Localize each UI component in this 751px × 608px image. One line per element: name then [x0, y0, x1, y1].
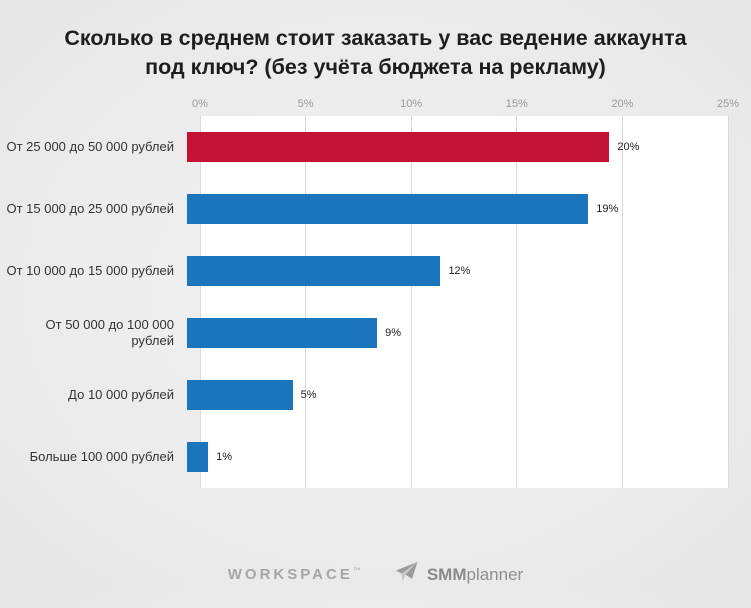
category-label: От 50 000 до 100 000 рублей [45, 317, 174, 349]
gridline [410, 116, 412, 489]
x-tick-label: 20% [611, 98, 634, 111]
gridline [305, 116, 307, 489]
bar-track: 1% [187, 442, 715, 473]
category-label: От 15 000 до 25 000 рублей [6, 201, 174, 217]
gridline [727, 116, 729, 489]
bar-track: 12% [187, 256, 715, 287]
bar-track: 5% [187, 380, 715, 411]
bar-track: 20% [187, 132, 715, 163]
gridline [516, 116, 518, 489]
chart-title: Сколько в среднем стоит заказать у вас в… [64, 26, 687, 80]
category-label: До 10 000 рублей [68, 387, 174, 403]
category-label: Больше 100 000 рублей [29, 449, 174, 465]
category-label: От 25 000 до 50 000 рублей [6, 139, 174, 155]
paper-plane-icon [395, 561, 419, 588]
chart-row: От 15 000 до 25 000 рублей 19% [0, 178, 751, 240]
chart-row: От 10 000 до 15 000 рублей 12% [0, 240, 751, 302]
bar-track: 9% [187, 318, 715, 349]
footer: WORKSPACE™ SMMplanner [0, 561, 751, 588]
bar [187, 318, 378, 349]
chart-rows: От 25 000 до 50 000 рублей 20% От 15 000 д… [0, 116, 751, 488]
smm-bold: SMM [426, 564, 467, 584]
workspace-logo: WORKSPACE™ [228, 566, 361, 583]
bar [187, 194, 589, 225]
value-label: 19% [596, 203, 619, 216]
plot-area [199, 116, 729, 489]
bar [187, 442, 209, 473]
value-label: 20% [617, 141, 640, 154]
x-axis: 0% 5% 10% 15% 20% 25% [192, 98, 739, 116]
x-tick-label: 25% [716, 98, 740, 111]
chart-row: До 10 000 рублей 5% [0, 364, 751, 426]
value-label: 5% [300, 389, 317, 402]
trademark-symbol: ™ [352, 566, 361, 575]
chart-row: От 25 000 до 50 000 рублей 20% [0, 116, 751, 178]
bar-track: 19% [187, 194, 715, 225]
category-label: От 10 000 до 15 000 рублей [6, 263, 174, 279]
chart-row: Больше 100 000 рублей 1% [0, 426, 751, 488]
smmplanner-label: SMMplanner [427, 565, 523, 585]
x-tick-label: 0% [192, 98, 208, 111]
x-tick-label: 15% [505, 98, 528, 111]
chart-row: От 50 000 до 100 000 рублей 9% [0, 302, 751, 364]
smmplanner-logo: SMMplanner [395, 561, 523, 588]
bar-chart: 0% 5% 10% 15% 20% 25% От 25 000 до 50 000 руб… [0, 98, 751, 490]
workspace-label: WORKSPACE [227, 566, 353, 583]
gridline [199, 116, 201, 489]
gridline [621, 116, 623, 489]
value-label: 9% [385, 327, 401, 340]
value-label: 12% [448, 265, 471, 278]
bar [187, 132, 610, 163]
value-label: 1% [216, 451, 233, 464]
x-tick-label: 5% [297, 98, 314, 111]
x-tick-label: 10% [400, 98, 423, 111]
bar [187, 256, 441, 287]
smm-rest: planner [466, 564, 524, 584]
bar [187, 380, 293, 411]
